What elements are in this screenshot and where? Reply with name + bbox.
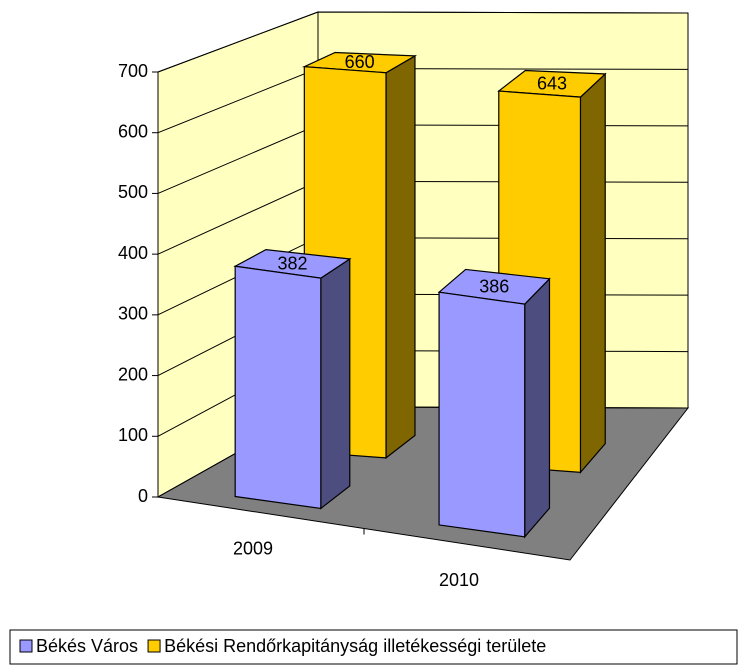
data-label: 660 [345,52,375,72]
bar-front [234,265,322,510]
y-tick-label: 100 [118,425,148,445]
y-tick-label: 500 [118,182,148,202]
x-tick-label: 2010 [439,570,479,590]
y-tick-label: 0 [138,486,148,506]
bar [233,249,352,510]
bar-side [385,54,416,460]
bar-side [320,257,351,510]
data-label: 382 [277,253,307,273]
data-label: 386 [479,276,509,296]
data-label: 643 [537,73,567,93]
bar-side [524,277,551,539]
y-tick-label: 700 [118,61,148,81]
legend-swatch [19,639,33,653]
y-tick-label: 400 [118,243,148,263]
x-tick-label: 2009 [233,539,273,559]
y-tick-label: 200 [118,364,148,384]
legend-swatch [147,639,161,653]
grid-line [157,11,689,73]
bar-side [579,72,606,474]
y-tick-label: 600 [118,121,148,141]
bar-front [438,291,526,538]
legend [9,629,738,665]
y-tick-label: 300 [118,304,148,324]
legend-label: Békési Rendőrkapitányság illetékességi t… [164,636,546,656]
bar [437,268,551,539]
legend-label: Békés Város [36,636,138,656]
